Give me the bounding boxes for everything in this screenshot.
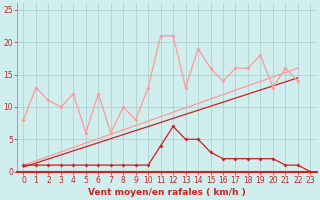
- X-axis label: Vent moyen/en rafales ( km/h ): Vent moyen/en rafales ( km/h ): [88, 188, 246, 197]
